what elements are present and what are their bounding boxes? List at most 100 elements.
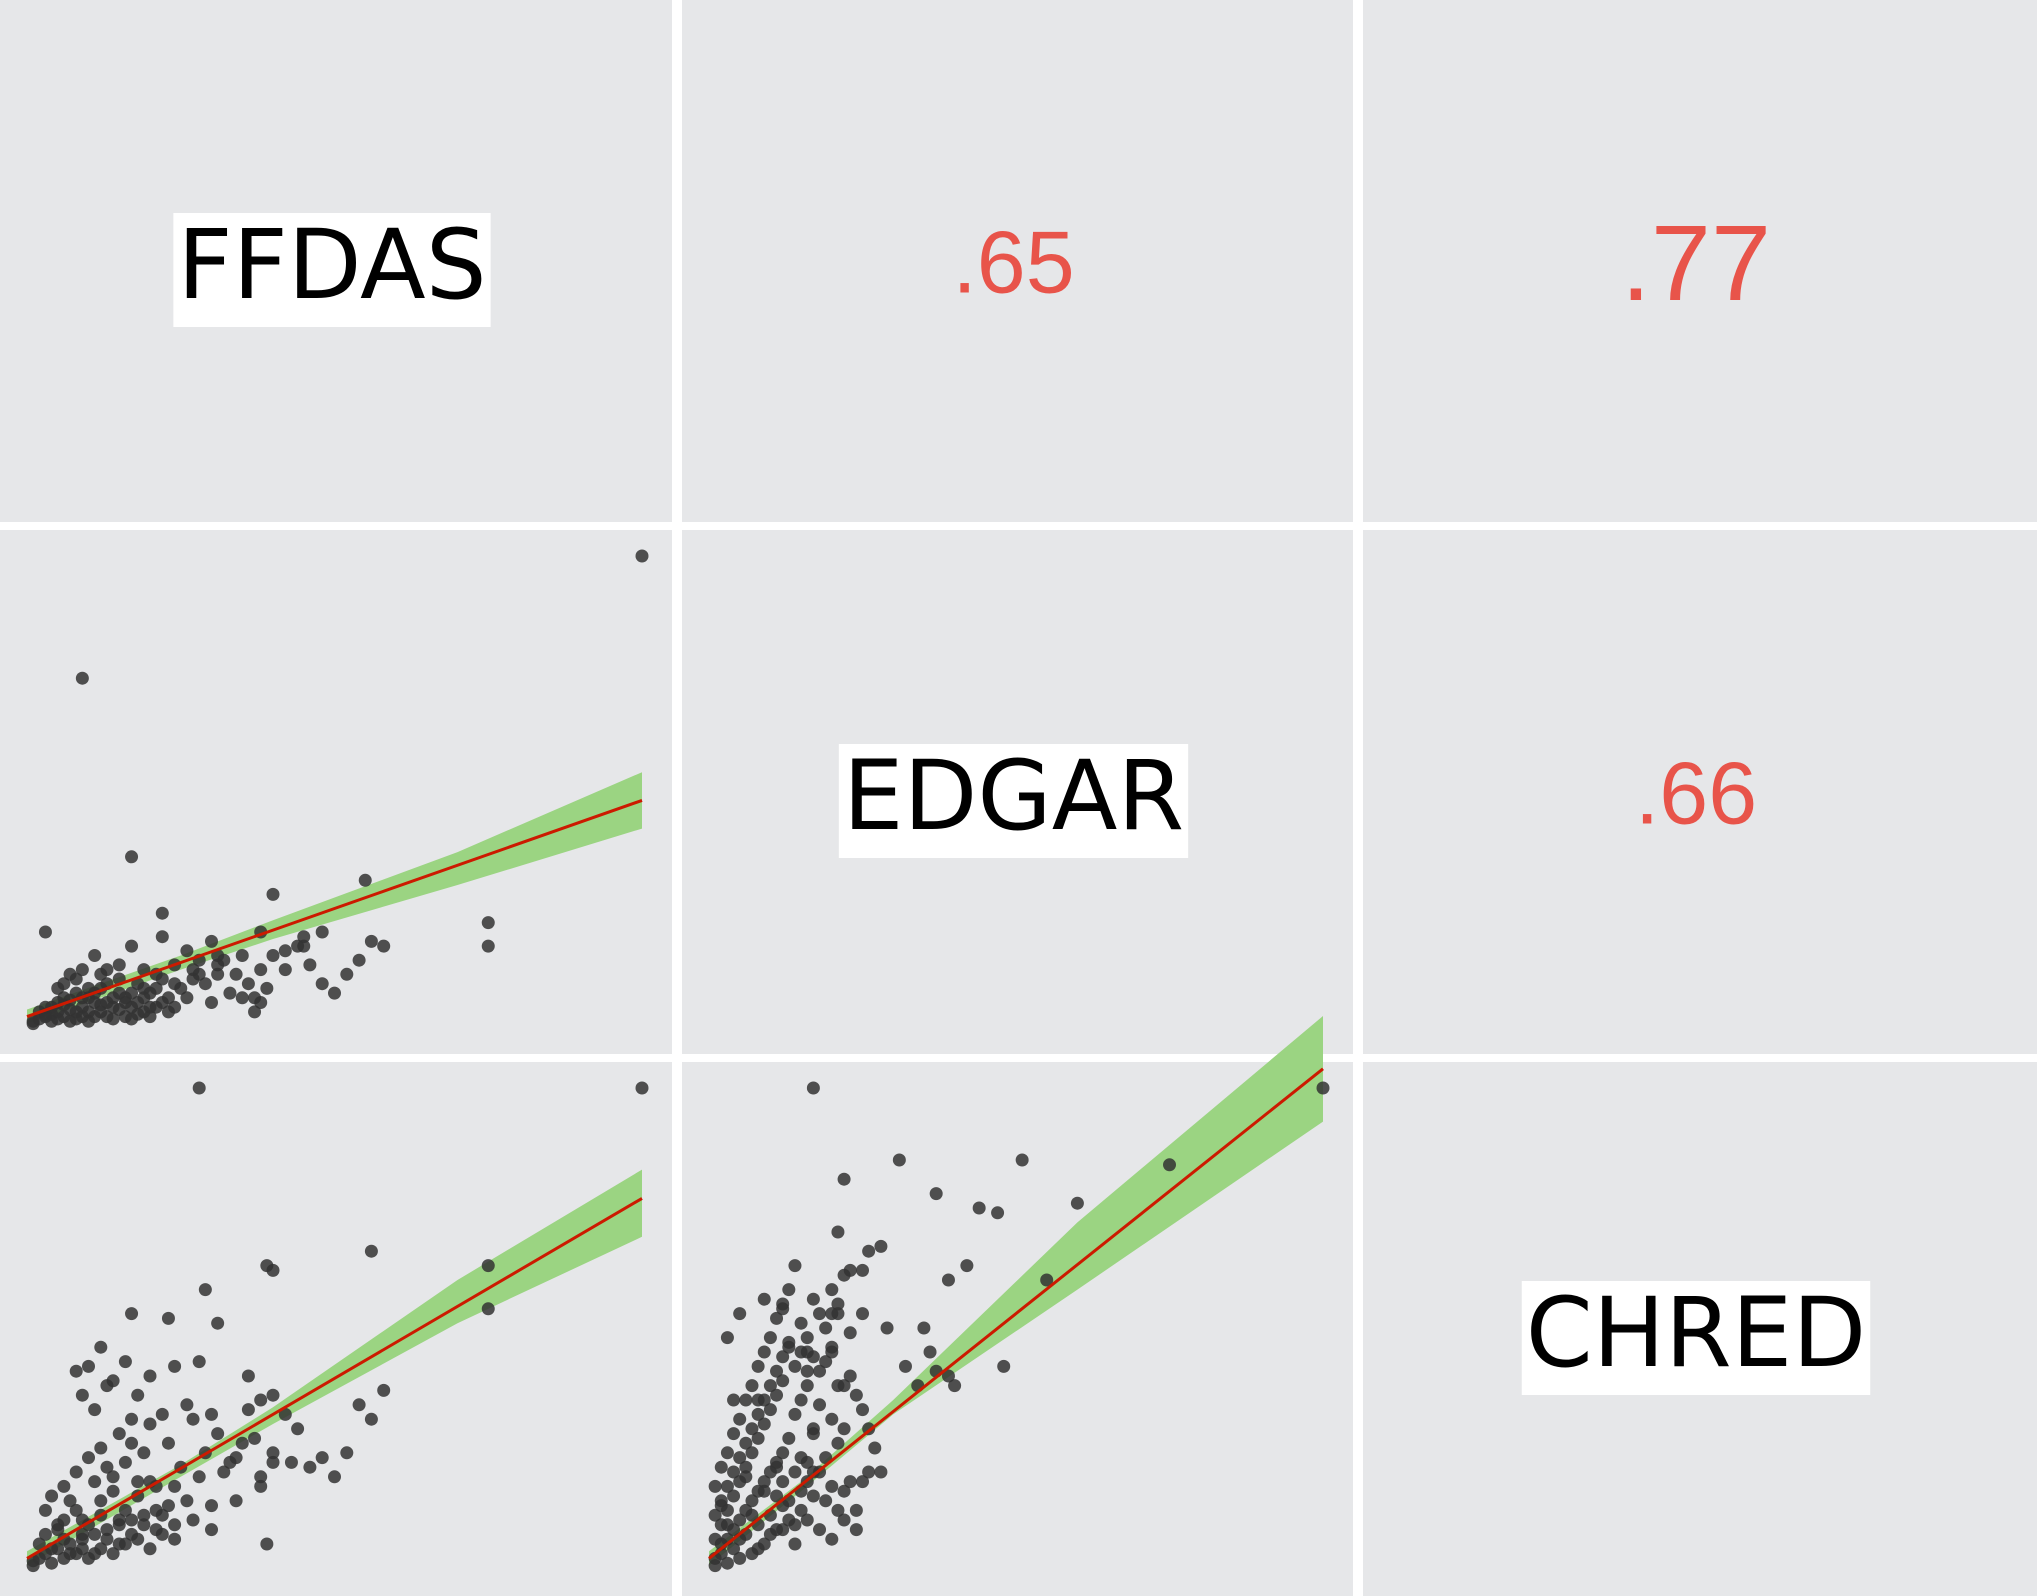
data-point [923,1345,937,1359]
data-point [708,1508,722,1522]
data-point [800,1513,814,1527]
data-point [849,1503,863,1517]
data-point [328,986,341,1000]
data-point [229,1451,243,1465]
data-point [125,1012,139,1026]
data-point [862,1465,876,1479]
data-point [782,1283,796,1297]
data-point [917,1321,931,1335]
data-point [813,1398,827,1412]
data-point [788,1465,802,1479]
data-point [819,1494,833,1508]
data-point [211,1427,225,1441]
data-point [63,1014,77,1028]
data-point [75,671,89,685]
scatter-panel-ffdas-vs-chred [26,1081,649,1573]
data-point [849,1523,863,1537]
data-point [782,1340,796,1354]
data-point [131,996,145,1009]
data-point [352,1398,366,1412]
data-point [131,1388,145,1402]
data-point [1316,1081,1330,1095]
data-point [739,1393,753,1407]
data-point [278,1407,292,1421]
data-point [211,967,225,981]
variable-label-chred: CHRED [1526,1277,1867,1389]
data-point [880,1321,894,1335]
data-point [168,1532,182,1546]
panel-bg-r0-c2 [1363,0,2037,522]
data-point [837,1379,851,1393]
data-point [303,1460,317,1474]
confidence-band [27,772,642,1024]
data-point [211,1316,225,1330]
data-point [751,1393,765,1407]
data-point [745,1446,759,1460]
data-point [819,1321,833,1335]
data-point [720,1331,734,1345]
data-point [118,991,132,1005]
data-point [364,1412,378,1426]
data-point [776,1523,790,1537]
data-point [1163,1158,1176,1172]
data-point [94,967,108,981]
data-point [38,1527,52,1541]
data-point [813,1364,827,1378]
panel-bg-r1-c2 [1363,530,2037,1054]
data-point [137,981,151,995]
data-point [837,1172,851,1186]
data-point [757,1345,771,1359]
data-point [770,1489,784,1503]
data-point [941,1369,955,1383]
data-point [254,1479,268,1493]
correlation-value-r1-c2: .66 [1635,744,1757,843]
diag-label-chred: CHRED [1521,1277,1871,1395]
data-point [708,1479,722,1493]
data-point [874,1239,888,1253]
data-point [788,1518,802,1532]
data-point [192,1355,206,1369]
data-point [223,986,237,1000]
data-point [763,1403,777,1417]
scatter-panel-edgar-vs-chred [708,1016,1330,1573]
data-point [118,1355,132,1369]
data-point [205,1407,218,1421]
data-point [161,1436,175,1450]
data-point [733,1451,747,1465]
data-point [745,1379,759,1393]
data-point [161,1311,175,1325]
data-point [377,939,391,953]
data-point [241,1369,255,1383]
data-point [69,1465,83,1479]
data-point [168,1359,182,1373]
data-point [125,1527,139,1541]
data-point [757,1475,771,1489]
data-point [770,1311,784,1325]
data-point [727,1465,741,1479]
data-point [837,1513,851,1527]
data-point [757,1484,771,1498]
scatter-panel-ffdas-vs-edgar [26,549,649,1031]
data-point [75,1388,89,1402]
data-point [856,1403,869,1417]
data-point [125,1513,139,1527]
data-point [112,1427,126,1441]
data-point [831,1225,845,1239]
data-point [776,1302,790,1316]
data-point [149,1523,163,1537]
data-point [849,1388,863,1402]
variable-label-bg [838,744,1189,858]
data-point [57,1479,71,1493]
data-point [714,1499,728,1513]
data-point [205,934,218,948]
data-point [248,991,262,1005]
data-point [241,1403,255,1417]
data-point [112,958,126,972]
data-point [235,991,249,1005]
data-point [763,1527,777,1541]
data-point [125,1436,139,1450]
data-point [266,1446,280,1460]
data-point [788,1259,802,1273]
data-point [266,1455,280,1469]
data-point [843,1475,857,1489]
